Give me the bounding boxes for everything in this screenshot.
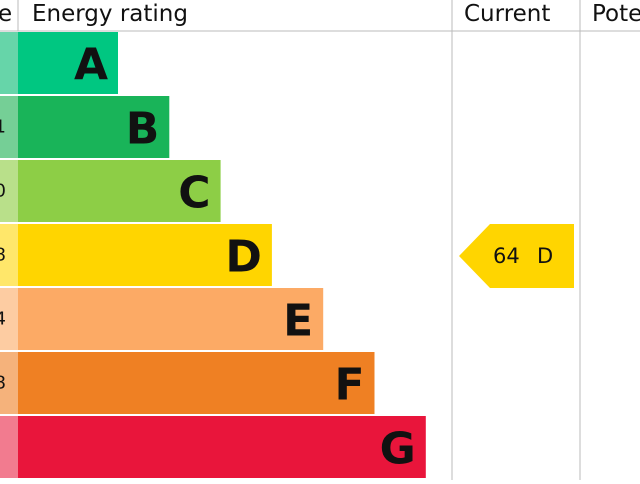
band-bar (18, 416, 426, 478)
score-cell (0, 288, 18, 350)
current-header: Current (464, 1, 550, 27)
band-bar (18, 160, 221, 222)
band-bar (18, 224, 272, 286)
score-cell (0, 96, 18, 158)
score-cell (0, 160, 18, 222)
current-score: 64 (493, 244, 520, 268)
band-bar (18, 352, 375, 414)
band-letter: B (126, 104, 160, 155)
score-cell (0, 224, 18, 286)
band-bar (18, 288, 324, 350)
band-score: 8 (0, 245, 6, 266)
band-bar (18, 32, 118, 94)
bands: AB 1 C 0 D 8 E 4 F 8 G (0, 32, 426, 478)
band-score: 8 (0, 373, 6, 394)
score-cell (0, 352, 18, 414)
band-letter: F (334, 360, 364, 411)
band-letter: G (380, 424, 416, 475)
score-cell (0, 32, 18, 94)
current-band: D (537, 244, 553, 268)
band-letter: C (178, 168, 210, 219)
band-score: 0 (0, 181, 6, 202)
rating-header: Energy rating (32, 1, 188, 27)
current-arrow (459, 224, 574, 288)
potential-header: Pote (592, 1, 640, 27)
band-score: 4 (0, 309, 6, 330)
band-letter: E (283, 296, 313, 347)
score-header: e (0, 1, 12, 27)
score-cell (0, 416, 18, 478)
band-letter: A (74, 40, 108, 91)
band-score: 1 (0, 117, 6, 138)
band-bar (18, 96, 170, 158)
band-letter: D (225, 232, 262, 283)
